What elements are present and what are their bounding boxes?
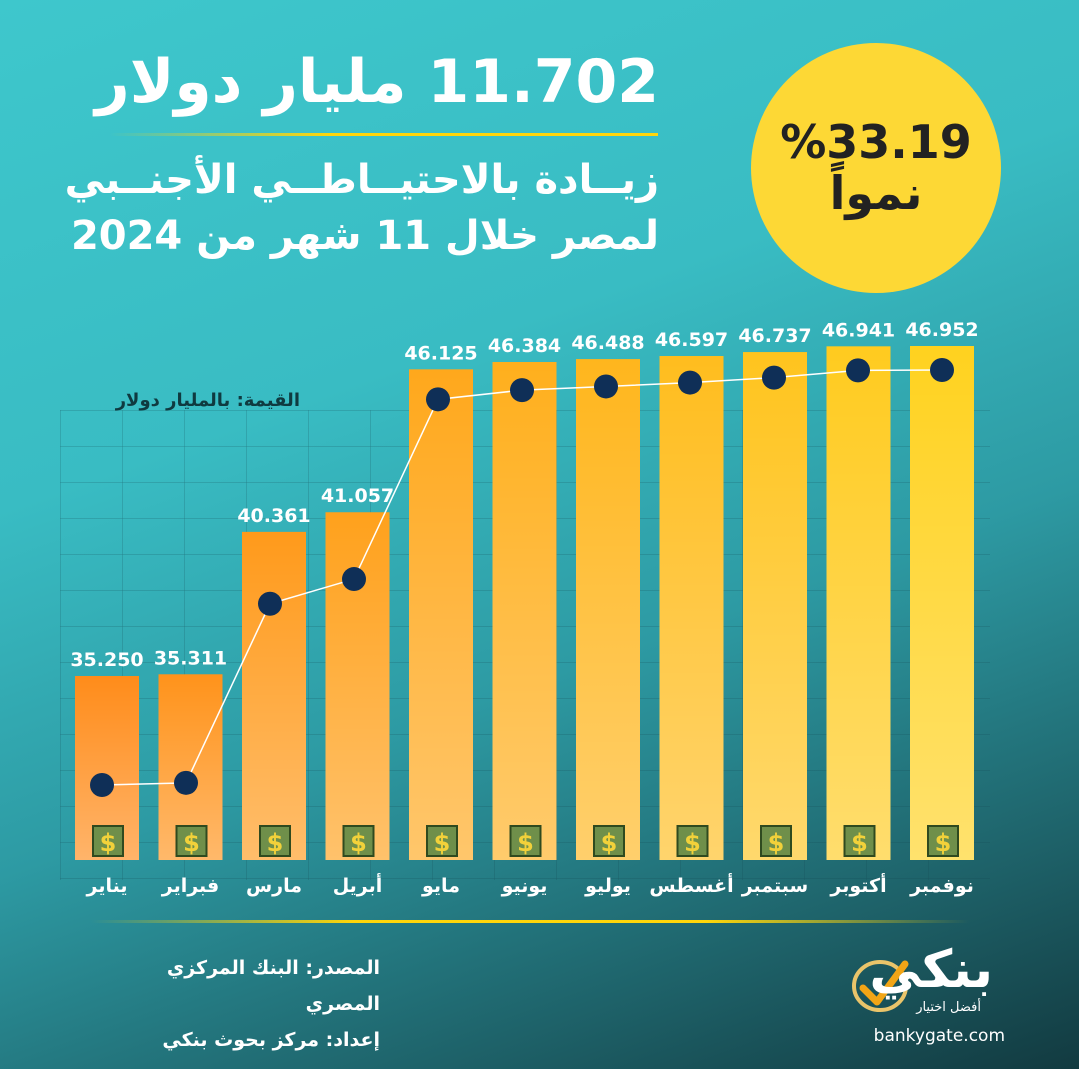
trend-point-4 [342, 567, 366, 592]
svg-text:$: $ [350, 829, 367, 857]
trend-point-11 [930, 358, 954, 382]
footer-divider [90, 920, 970, 923]
subtitle: زيــادة بالاحتيــاطــي الأجنــبي لمصر خل… [39, 152, 659, 264]
svg-text:$: $ [601, 829, 618, 857]
svg-text:$: $ [517, 829, 534, 857]
value-label-9: 46.737 [738, 325, 811, 347]
source-block: المصدر: البنك المركزي المصري إعداد: مركز… [100, 950, 380, 1058]
bar-shade-7 [576, 359, 640, 860]
dollar-icon: $ [426, 825, 458, 857]
logo-check-icon [852, 960, 909, 1012]
trend-point-7 [594, 374, 618, 399]
value-label-8: 46.597 [655, 329, 728, 351]
source-line: المصدر: البنك المركزي المصري [166, 957, 380, 1015]
dollar-icon: $ [342, 825, 375, 857]
dollar-icon: $ [509, 825, 542, 857]
subtitle-line-1: زيــادة بالاحتيــاطــي الأجنــبي [64, 157, 659, 203]
bar-shade-4 [325, 512, 390, 860]
trend-point-3 [258, 591, 282, 616]
category-label-1: يناير [86, 875, 128, 897]
dollar-icon: $ [593, 825, 625, 857]
value-label-4: 41.057 [321, 485, 394, 507]
svg-text:$: $ [768, 829, 785, 857]
trend-point-10 [846, 358, 870, 383]
value-label-10: 46.941 [822, 319, 895, 341]
dollar-icon: $ [175, 825, 208, 857]
logo-tagline: أفضل اختيار [916, 1000, 981, 1015]
value-label-6: 46.384 [488, 335, 561, 357]
value-label-1: 35.250 [70, 649, 143, 671]
bar-shade-3 [242, 531, 306, 860]
logo-url: bankygate.com [873, 1026, 1005, 1046]
trend-point-2 [174, 770, 198, 795]
svg-text:$: $ [684, 829, 701, 857]
svg-text:$: $ [100, 829, 117, 857]
unit-note: القيمة: بالمليار دولار [115, 390, 300, 411]
category-label-6: يونيو [501, 875, 548, 897]
trend-point-1 [90, 773, 114, 797]
value-label-2: 35.311 [154, 647, 227, 669]
category-label-7: يوليو [584, 875, 631, 897]
category-label-10: أكتوبر [829, 873, 886, 897]
bar-shade-6 [492, 362, 557, 860]
trend-point-8 [678, 370, 702, 395]
dollar-icon: $ [760, 825, 792, 857]
value-label-7: 46.488 [571, 332, 644, 354]
logo-word: بنكي [869, 940, 993, 1000]
category-label-3: مارس [246, 875, 302, 897]
bar-shade-10 [826, 346, 891, 861]
bar-shade-11 [910, 346, 974, 860]
headline-divider [110, 133, 658, 136]
category-label-2: فبراير [161, 875, 219, 897]
trend-point-6 [510, 378, 534, 403]
category-label-11: نوفمبر [909, 875, 974, 897]
value-label-5: 46.125 [404, 342, 477, 364]
svg-text:$: $ [851, 829, 868, 857]
headline: 11.702 مليار دولار [95, 47, 659, 117]
value-label-11: 46.952 [905, 319, 978, 341]
svg-text:$: $ [267, 829, 284, 857]
svg-text:$: $ [183, 829, 200, 857]
prepared-by-line: إعداد: مركز بحوث بنكي [162, 1029, 380, 1051]
svg-text:$: $ [935, 829, 952, 857]
category-label-4: أبريل [333, 873, 383, 897]
bar-shade-8 [659, 356, 724, 860]
value-label-3: 40.361 [237, 505, 310, 527]
logo: بنكي أفضل اختيار bankygate.com [845, 940, 1005, 1050]
subtitle-line-2: لمصر خلال 11 شهر من 2024 [70, 213, 659, 259]
dollar-icon: $ [676, 825, 709, 857]
trend-point-5 [426, 387, 450, 412]
bar-shade-5 [409, 369, 473, 860]
dollar-icon: $ [92, 825, 124, 857]
growth-badge: %33.19 نمواً [751, 43, 1001, 293]
category-label-8: أغسطس [649, 873, 733, 897]
category-label-5: مايو [421, 875, 460, 897]
category-label-9: سبتمبر [741, 875, 809, 897]
growth-value: %33.19 [780, 115, 972, 170]
bar-shade-9 [743, 352, 807, 860]
dollar-icon: $ [843, 825, 876, 857]
trend-point-9 [762, 365, 786, 390]
dollar-icon: $ [259, 825, 291, 857]
dollar-icon: $ [927, 825, 959, 857]
growth-label: نمواً [829, 166, 923, 220]
svg-text:$: $ [434, 829, 451, 857]
